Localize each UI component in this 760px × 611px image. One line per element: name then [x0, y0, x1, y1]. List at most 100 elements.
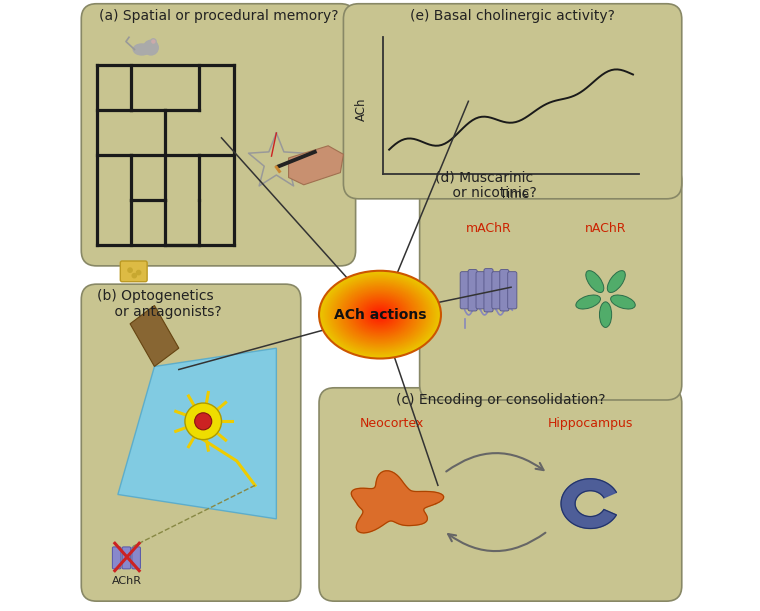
Ellipse shape: [321, 273, 439, 357]
Ellipse shape: [370, 307, 390, 322]
FancyArrowPatch shape: [446, 453, 543, 472]
FancyBboxPatch shape: [460, 272, 470, 309]
Text: ACh: ACh: [355, 97, 368, 120]
Polygon shape: [351, 470, 444, 533]
Ellipse shape: [375, 311, 385, 318]
Circle shape: [128, 268, 132, 273]
Ellipse shape: [600, 302, 612, 327]
Ellipse shape: [332, 280, 428, 349]
Circle shape: [132, 274, 137, 278]
Ellipse shape: [350, 293, 410, 336]
Circle shape: [195, 413, 212, 430]
FancyBboxPatch shape: [484, 269, 493, 312]
Text: (c) Encoding or consolidation?: (c) Encoding or consolidation?: [396, 393, 605, 407]
Ellipse shape: [343, 288, 417, 342]
Polygon shape: [118, 348, 277, 519]
Text: (b) Optogenetics
    or antagonists?: (b) Optogenetics or antagonists?: [97, 289, 221, 319]
Ellipse shape: [355, 296, 405, 333]
Ellipse shape: [359, 300, 401, 329]
Text: nAChR: nAChR: [584, 222, 626, 235]
Ellipse shape: [324, 274, 436, 355]
Ellipse shape: [133, 44, 150, 55]
Ellipse shape: [329, 278, 431, 351]
Text: Time: Time: [499, 188, 529, 201]
Ellipse shape: [322, 273, 438, 356]
FancyBboxPatch shape: [81, 4, 356, 266]
Ellipse shape: [350, 293, 410, 337]
Ellipse shape: [338, 285, 422, 345]
Ellipse shape: [356, 297, 404, 332]
Ellipse shape: [379, 314, 381, 315]
Ellipse shape: [347, 291, 413, 338]
Ellipse shape: [358, 299, 402, 331]
Ellipse shape: [356, 298, 404, 332]
FancyBboxPatch shape: [500, 269, 509, 311]
Ellipse shape: [377, 312, 383, 317]
Ellipse shape: [361, 301, 399, 329]
Ellipse shape: [372, 309, 388, 321]
Polygon shape: [561, 479, 616, 529]
Ellipse shape: [586, 271, 603, 293]
Ellipse shape: [371, 308, 389, 321]
Ellipse shape: [352, 294, 408, 335]
Ellipse shape: [331, 279, 429, 349]
Ellipse shape: [344, 288, 416, 341]
Circle shape: [144, 40, 158, 55]
FancyBboxPatch shape: [319, 388, 682, 601]
Circle shape: [137, 271, 141, 275]
FancyBboxPatch shape: [468, 269, 477, 311]
Text: (d) Muscarinic
    or nicotinic?: (d) Muscarinic or nicotinic?: [435, 170, 537, 200]
Ellipse shape: [341, 287, 419, 342]
Ellipse shape: [365, 304, 395, 326]
Polygon shape: [289, 146, 344, 185]
Ellipse shape: [362, 301, 398, 328]
Ellipse shape: [359, 299, 401, 330]
Ellipse shape: [330, 279, 430, 351]
Text: (e) Basal cholinergic activity?: (e) Basal cholinergic activity?: [410, 9, 615, 23]
FancyBboxPatch shape: [476, 272, 485, 309]
Ellipse shape: [369, 307, 391, 323]
Ellipse shape: [376, 312, 384, 318]
Text: (a) Spatial or procedural memory?: (a) Spatial or procedural memory?: [99, 9, 338, 23]
Ellipse shape: [152, 40, 155, 43]
Ellipse shape: [335, 282, 425, 347]
Ellipse shape: [337, 284, 423, 345]
FancyArrowPatch shape: [448, 533, 546, 551]
FancyBboxPatch shape: [120, 261, 147, 282]
FancyBboxPatch shape: [508, 272, 517, 309]
Ellipse shape: [327, 277, 433, 353]
FancyBboxPatch shape: [344, 4, 682, 199]
FancyBboxPatch shape: [112, 547, 121, 569]
Ellipse shape: [150, 38, 156, 44]
Text: Hippocampus: Hippocampus: [548, 417, 633, 431]
Text: mAChR: mAChR: [466, 222, 511, 235]
Ellipse shape: [334, 282, 426, 348]
Ellipse shape: [323, 274, 437, 356]
Ellipse shape: [374, 310, 386, 319]
FancyBboxPatch shape: [132, 547, 141, 569]
Ellipse shape: [340, 286, 420, 343]
Ellipse shape: [337, 283, 423, 346]
Ellipse shape: [373, 310, 387, 320]
Ellipse shape: [325, 275, 435, 354]
FancyBboxPatch shape: [122, 547, 131, 569]
Ellipse shape: [353, 295, 407, 334]
Ellipse shape: [334, 281, 426, 348]
Ellipse shape: [363, 302, 397, 327]
Ellipse shape: [353, 296, 407, 334]
Ellipse shape: [340, 285, 420, 344]
Text: ACh actions: ACh actions: [334, 308, 426, 321]
Ellipse shape: [607, 271, 625, 293]
Ellipse shape: [610, 295, 635, 309]
Ellipse shape: [367, 305, 393, 324]
Ellipse shape: [347, 290, 413, 338]
Ellipse shape: [344, 289, 416, 340]
Polygon shape: [130, 306, 179, 367]
Ellipse shape: [319, 271, 441, 359]
Ellipse shape: [349, 292, 411, 337]
Ellipse shape: [576, 295, 600, 309]
FancyBboxPatch shape: [492, 272, 501, 309]
Ellipse shape: [378, 313, 382, 316]
Text: Neocortex: Neocortex: [360, 417, 424, 431]
Ellipse shape: [346, 290, 414, 340]
